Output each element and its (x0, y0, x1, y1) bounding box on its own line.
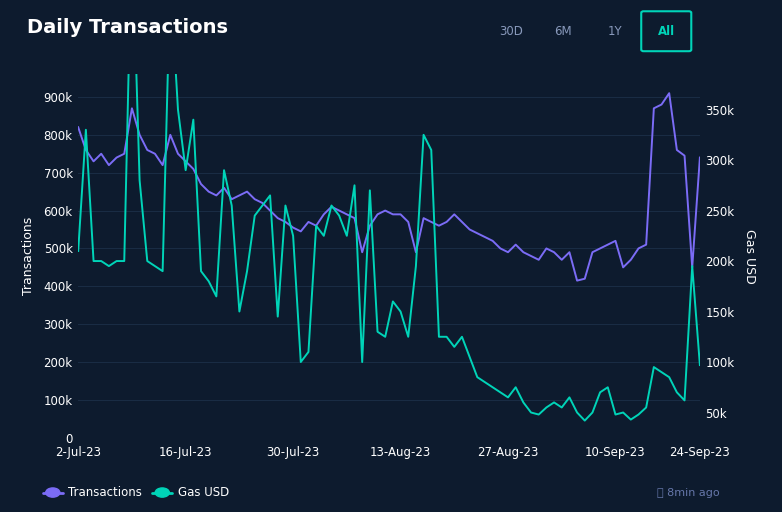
Text: All: All (658, 25, 675, 38)
Text: 6M: 6M (554, 25, 572, 38)
Text: Daily Transactions: Daily Transactions (27, 18, 228, 37)
Y-axis label: Gas USD: Gas USD (743, 229, 756, 283)
Circle shape (155, 488, 170, 497)
Text: 30D: 30D (500, 25, 523, 38)
Y-axis label: Transactions: Transactions (22, 217, 35, 295)
Text: Transactions: Transactions (68, 486, 142, 499)
Text: ⏱ 8min ago: ⏱ 8min ago (657, 487, 719, 498)
Text: Gas USD: Gas USD (178, 486, 229, 499)
Text: 1Y: 1Y (608, 25, 622, 38)
Circle shape (46, 488, 60, 497)
